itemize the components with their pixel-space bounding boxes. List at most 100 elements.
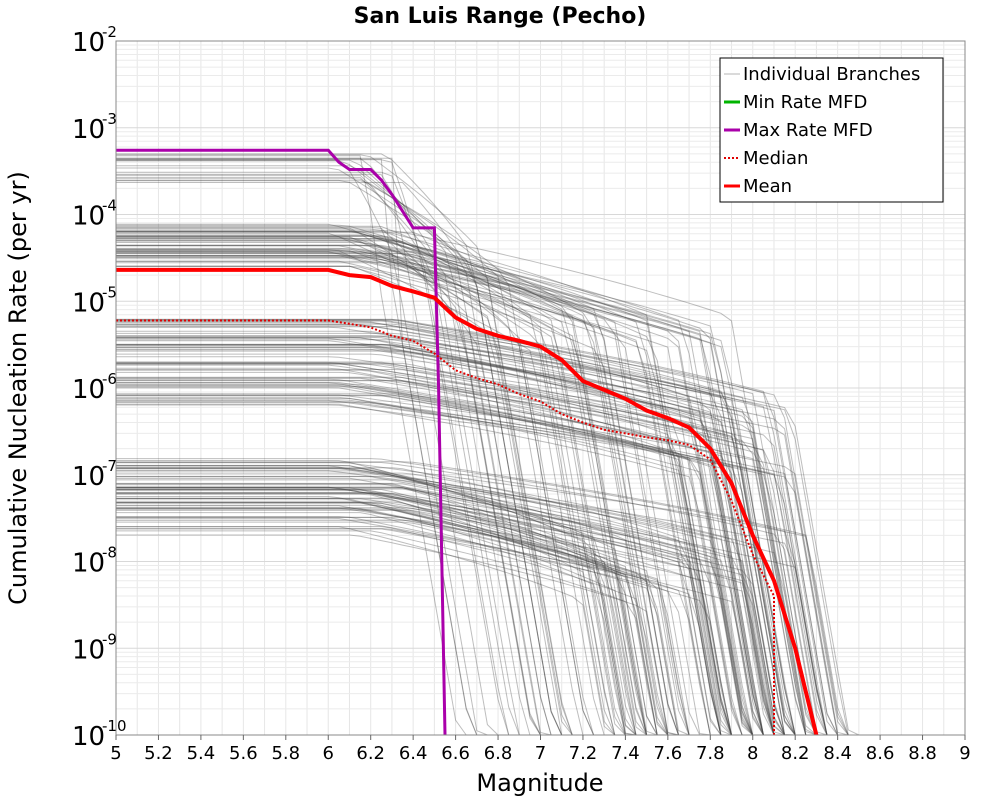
branch-line [116,502,669,736]
branch-line [116,367,732,736]
individual-branches [116,153,860,736]
branch-line [116,467,754,736]
y-tick-label: 10 [72,549,105,579]
branch-line [116,483,754,736]
branch-line [116,159,541,736]
branch-line [116,492,637,736]
x-tick-label: 5.6 [229,743,258,764]
branch-line [116,399,828,736]
branch-line [116,158,478,736]
branch-line [116,238,647,736]
x-tick-label: 8.6 [866,743,895,764]
branch-line [116,182,563,736]
y-tick-label: 10 [72,202,105,232]
branch-line [116,252,595,736]
legend: Individual Branches Min Rate MFD Max Rate … [719,57,944,203]
branch-line [116,383,786,736]
branch-line [116,335,860,736]
branch-line [116,458,828,736]
branch-line [116,159,510,736]
branch-line [116,516,679,736]
branch-line [116,228,722,736]
branch-line [116,486,785,736]
branch-line [116,498,786,736]
x-tick-label: 6.4 [399,743,428,764]
branch-line [116,244,786,736]
branch-line [116,476,658,736]
branch-line [116,165,552,736]
branch-line [116,534,679,736]
branch-line [116,324,817,736]
branch-line [116,496,637,736]
branch-line [116,489,648,736]
branch-line [116,234,722,736]
branch-line [116,250,595,736]
branch-line [116,330,775,736]
branch-line [116,519,711,736]
branch-line [116,337,732,736]
branch-line [116,349,764,736]
branch-line [116,245,775,736]
branch-line [116,238,722,736]
branch-line [116,171,510,736]
branch-line [116,512,626,736]
branch-line [116,492,658,736]
branch-line [116,176,531,736]
branch-line [116,249,775,736]
branch-line [116,262,552,736]
branch-line [116,225,648,736]
branch-line [116,487,637,736]
branch-line [116,231,669,736]
branch-line [116,174,499,736]
branch-line [116,160,541,736]
branch-line [116,396,732,736]
branch-line [116,507,785,736]
branch-line [116,356,839,736]
branch-line [116,257,711,736]
x-tick-label: 6.6 [441,743,470,764]
branch-line [116,321,786,736]
y-axis-label: Cumulative Nucleation Rate (per yr) [4,171,32,605]
x-tick-label: 5.4 [187,743,216,764]
branch-line [116,530,658,736]
x-tick-label: 8.4 [823,743,852,764]
branch-line [116,336,849,736]
x-tick-label: 5.8 [271,743,300,764]
branch-line [116,336,807,736]
x-axis-ticks: 5 5.2 5.4 5.6 5.8 6 6.2 6.4 6.6 6.8 7 7.2 7.4 7.6 7.8 8… [110,735,971,764]
branch-line [116,489,647,736]
x-tick-label: 9 [959,743,970,764]
x-tick-label: 8 [747,743,758,764]
branch-line [116,252,775,736]
branch-line [116,382,743,736]
branch-line [116,265,679,736]
branch-line [116,340,817,736]
branch-line [116,371,817,736]
y-tick-exponent: -8 [102,544,117,562]
branch-line [116,501,658,736]
x-tick-label: 7 [535,743,546,764]
branch-line [116,401,817,736]
branch-line [116,230,807,736]
branch-line [116,497,679,736]
x-tick-label: 5.2 [144,743,173,764]
branch-line [116,347,849,736]
branch-line [116,226,541,736]
branch-line [116,344,764,736]
branch-line [116,224,679,736]
branch-line [116,507,690,736]
branch-line [116,516,648,736]
x-tick-label: 8.2 [781,743,810,764]
y-tick-label: 10 [72,462,105,492]
branch-line [116,493,648,736]
branch-line [116,231,669,736]
branch-line [116,472,796,736]
branch-line [116,344,817,736]
y-tick-label: 10 [72,375,105,405]
branch-line [116,362,828,736]
branch-line [116,179,573,736]
branch-line [116,489,722,736]
branch-line [116,153,563,736]
branch-line [116,483,637,736]
branch-line [116,231,616,736]
